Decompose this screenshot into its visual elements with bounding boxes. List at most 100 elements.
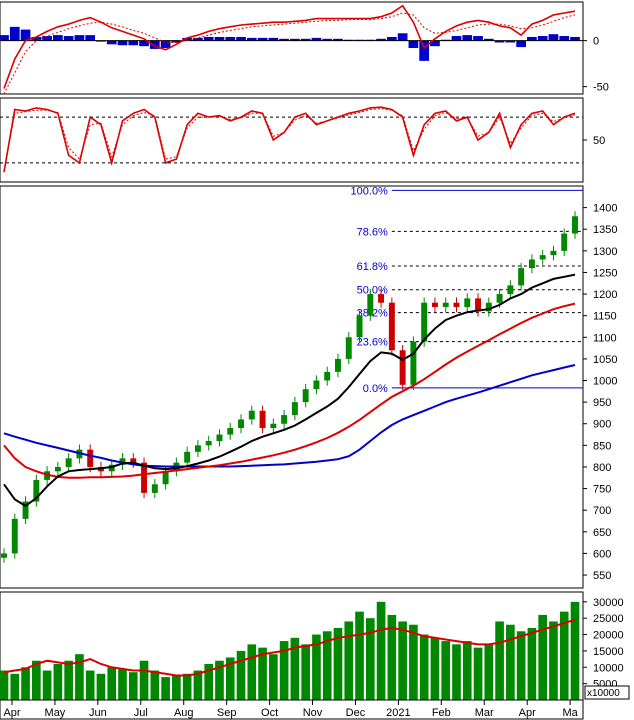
price-y-tick-label: 700 <box>593 505 611 517</box>
candle-body <box>431 302 438 308</box>
x-tick-label: Apr <box>519 707 536 719</box>
macd-histogram-bar <box>214 36 225 41</box>
price-y-tick-label: 1200 <box>593 289 617 301</box>
macd-histogram-bar <box>63 36 74 41</box>
macd-histogram-bar <box>74 35 85 41</box>
volume-unit-label: x10000 <box>587 688 620 699</box>
macd-histogram-bar <box>203 36 214 41</box>
macd-histogram-bar <box>160 40 171 48</box>
volume-bar <box>0 670 9 700</box>
candle-body <box>205 441 212 446</box>
volume-bar <box>21 667 30 700</box>
candle-body <box>302 389 309 403</box>
candle-body <box>356 315 363 338</box>
macd-histogram-bar <box>483 38 494 41</box>
macd-histogram-bar <box>279 38 289 41</box>
x-tick-label: Jun <box>89 707 107 719</box>
volume-y-tick-label: 30000 <box>593 597 624 609</box>
volume-bar <box>236 650 246 700</box>
candle-body <box>421 302 428 342</box>
candle-body <box>507 285 514 295</box>
volume-bar <box>75 654 84 700</box>
volume-bar <box>172 675 181 700</box>
candle-body <box>151 484 158 493</box>
fib-level-label: 78.6% <box>357 226 388 238</box>
price-y-tick-label: 850 <box>593 440 611 452</box>
volume-bar <box>150 670 160 700</box>
volume-y-tick-label: 25000 <box>593 613 624 625</box>
candle-body <box>496 294 503 303</box>
volume-bar <box>322 631 332 700</box>
volume-bar <box>161 677 170 700</box>
x-tick-label: May <box>45 707 66 719</box>
volume-bar <box>107 667 117 700</box>
candle-body <box>539 255 546 260</box>
candle-body <box>561 233 568 251</box>
x-tick-label: Ma <box>562 707 578 719</box>
volume-bar <box>549 621 558 700</box>
x-tick-label: Mar <box>475 707 494 719</box>
macd-histogram-bar <box>494 40 505 43</box>
volume-bar <box>527 628 537 700</box>
macd-histogram-bar <box>106 40 117 45</box>
candle-body <box>11 518 18 554</box>
macd-histogram-bar <box>419 40 430 61</box>
macd-histogram-bar <box>311 37 322 41</box>
x-tick-label: Feb <box>432 707 451 719</box>
volume-bar <box>118 668 127 700</box>
macd-histogram-bar <box>462 35 473 41</box>
price-y-tick-label: 950 <box>593 397 611 409</box>
candle-body <box>119 458 126 465</box>
volume-bar <box>376 601 386 700</box>
macd-histogram-bar <box>559 36 570 41</box>
volume-bar <box>559 611 569 700</box>
price-y-tick-label: 550 <box>593 570 611 582</box>
macd-histogram-bar <box>505 40 516 43</box>
volume-bar <box>419 634 429 700</box>
x-tick-label: Dec <box>346 707 366 719</box>
candle-body <box>442 302 449 308</box>
volume-bar <box>53 664 63 700</box>
stochastic-d-line <box>3 108 576 171</box>
candle-body <box>388 302 395 351</box>
macd-histogram-bar <box>570 36 580 41</box>
price-y-tick-label: 650 <box>593 527 611 539</box>
macd-histogram-bar <box>516 40 526 48</box>
candle-body <box>184 451 191 463</box>
candle-body <box>108 464 115 472</box>
macd-histogram-bar <box>128 40 139 46</box>
price-y-tick-label: 1000 <box>593 376 617 388</box>
macd-histogram-bar <box>193 37 203 41</box>
macd-histogram-bar <box>0 35 9 41</box>
price-frame <box>0 185 584 589</box>
x-tick-label: Oct <box>261 707 278 719</box>
macd-histogram-bar <box>117 40 128 46</box>
macd-histogram-bar <box>182 37 193 41</box>
x-tick-label: Apr <box>3 707 20 719</box>
candle-body <box>518 268 525 286</box>
volume-bar <box>64 660 73 700</box>
macd-histogram-bar <box>322 38 333 41</box>
macd-signal-line <box>3 12 576 95</box>
volume-bar <box>128 672 138 700</box>
volume-bar <box>473 647 483 700</box>
volume-bar <box>538 614 547 700</box>
x-axis: Apr May Jun Jul Aug Sep Oct Nov Dec 2021 Feb Mar Apr… <box>0 699 584 720</box>
volume-bar <box>247 644 257 700</box>
volume-bar <box>279 641 289 700</box>
volume-bar <box>301 644 310 700</box>
price-y-tick-label: 1300 <box>593 246 617 258</box>
volume-bar <box>182 673 192 700</box>
fib-level-label: 50.0% <box>357 285 388 297</box>
x-axis-frame <box>0 699 584 720</box>
macd-histogram-bar <box>333 38 343 41</box>
volume-bar <box>225 657 235 700</box>
volume-bar <box>344 621 354 700</box>
stochastic-frame <box>0 97 584 183</box>
price-y-tick-label: 800 <box>593 462 611 474</box>
volume-bar <box>441 641 451 700</box>
volume-unit-box <box>584 685 630 700</box>
candle-body <box>572 216 578 234</box>
candle-body <box>281 415 288 424</box>
